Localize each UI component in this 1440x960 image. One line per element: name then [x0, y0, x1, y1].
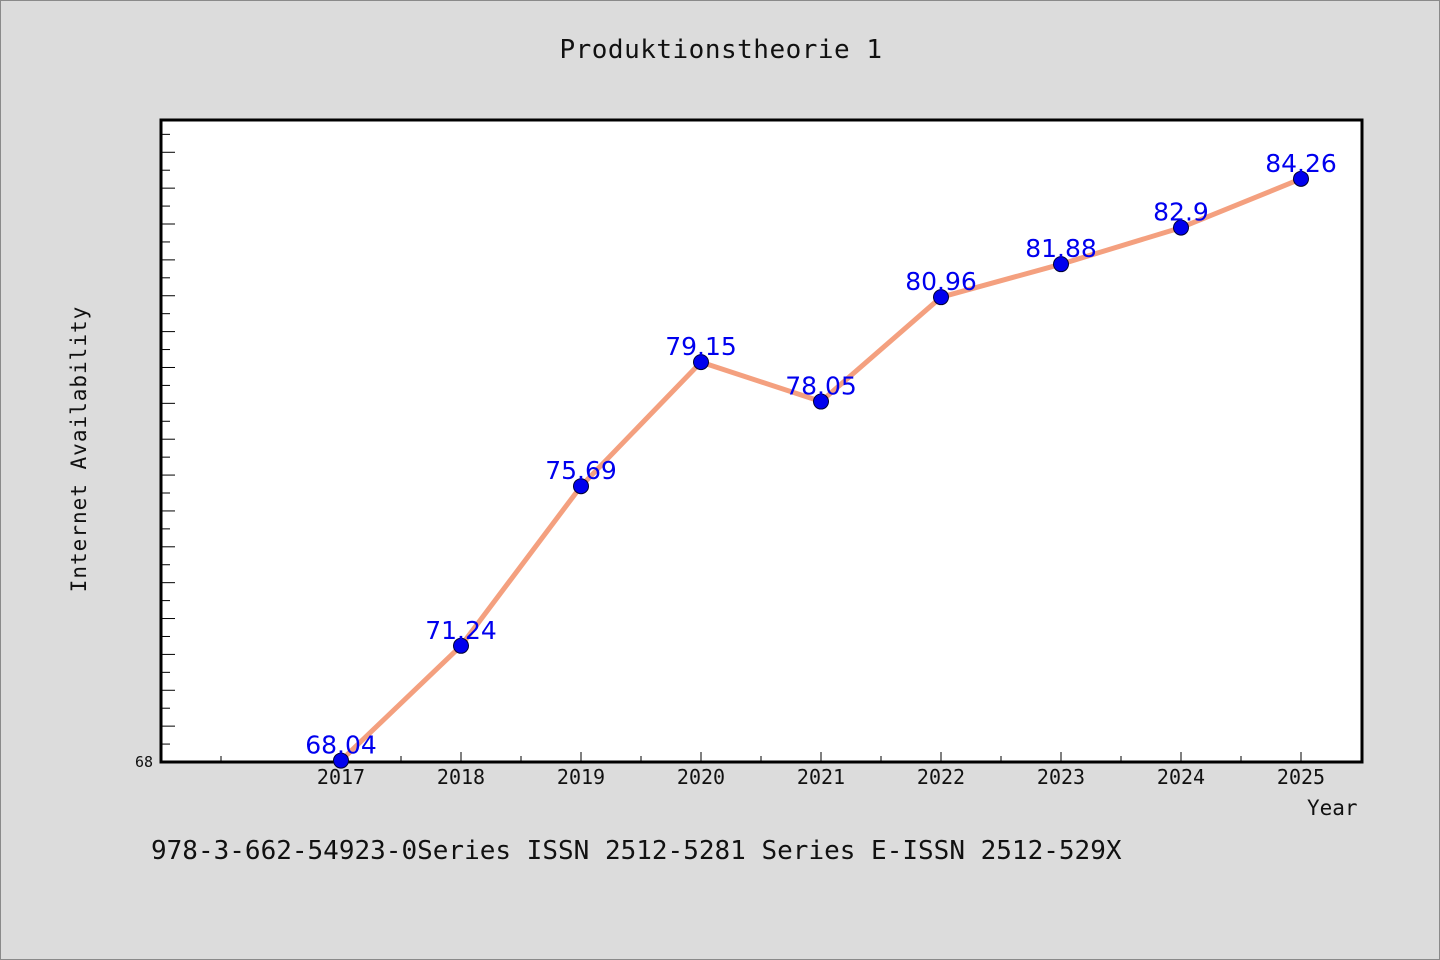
plot-area [159, 118, 1364, 764]
x-tick-label: 2022 [917, 765, 965, 789]
data-label: 71.24 [425, 616, 497, 645]
data-point [813, 393, 829, 410]
data-label: 81.88 [1025, 234, 1097, 263]
chart-title: Produktionstheorie 1 [559, 35, 883, 65]
data-label: 79.15 [665, 332, 737, 361]
data-point [453, 637, 469, 654]
data-point [1053, 256, 1069, 273]
data-point [933, 289, 949, 306]
footer-isbn-text: 978-3-662-54923-0Series ISSN 2512-5281 S… [151, 836, 1122, 866]
x-tick-label: 2020 [677, 765, 725, 789]
x-tick-label: 2018 [437, 765, 485, 789]
data-point [573, 478, 589, 495]
data-point [693, 354, 709, 371]
data-label: 84.26 [1265, 149, 1337, 178]
data-point [1293, 170, 1309, 187]
data-point [333, 752, 349, 769]
x-axis-ticks: 2017 2018 2019 2020 2021 2022 2023 2024 2025 [220, 752, 1325, 789]
y-tick-label: 68 [135, 753, 153, 771]
x-tick-label: 2017 [317, 765, 365, 789]
data-label: 68.04 [305, 731, 377, 760]
y-axis-ticks: 68 [135, 133, 175, 771]
x-tick-label: 2023 [1037, 765, 1085, 789]
data-label: 78.05 [785, 372, 857, 401]
x-tick-label: 2025 [1277, 765, 1325, 789]
series-group: 68.04 71.24 75.69 79.15 78.05 80.96 81.88 82.9 8… [305, 149, 1337, 769]
data-label: 75.69 [545, 456, 617, 485]
x-tick-label: 2021 [797, 765, 845, 789]
data-label: 80.96 [905, 267, 977, 296]
data-point [1173, 219, 1189, 236]
x-tick-label: 2019 [557, 765, 605, 789]
x-tick-label: 2024 [1157, 765, 1205, 789]
data-label: 82.9 [1153, 198, 1209, 227]
x-axis-label: Year [1307, 796, 1358, 820]
